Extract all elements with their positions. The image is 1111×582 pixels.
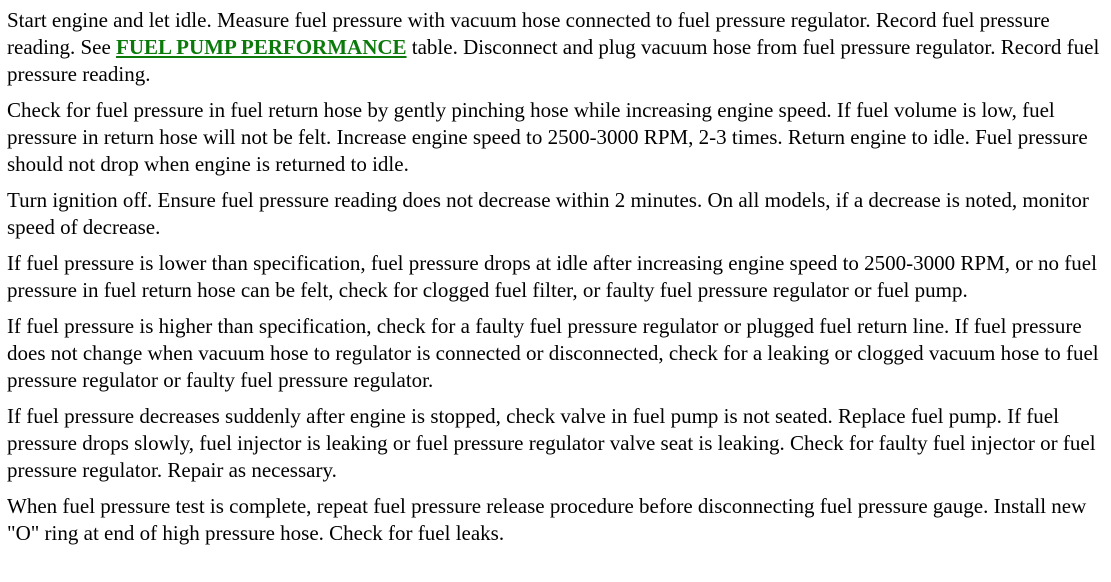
document-body: Start engine and let idle. Measure fuel … <box>7 7 1107 545</box>
paragraph-7: When fuel pressure test is complete, rep… <box>7 494 1087 545</box>
paragraph-2: Check for fuel pressure in fuel return h… <box>7 98 1088 176</box>
paragraph-5: If fuel pressure is higher than specific… <box>7 314 1099 392</box>
paragraph-1-after: table. Disconnect and plug vacuum hose f… <box>7 35 1100 86</box>
paragraph-1-before: Start engine and let idle. Measure fuel … <box>7 8 1050 59</box>
fuel-pump-performance-link[interactable]: FUEL PUMP PERFORMANCE <box>116 35 407 59</box>
paragraph-6: If fuel pressure decreases suddenly afte… <box>7 404 1096 482</box>
paragraph-1: Start engine and let idle. Measure fuel … <box>7 7 1107 88</box>
paragraph-3: Turn ignition off. Ensure fuel pressure … <box>7 188 1089 239</box>
paragraph-4: If fuel pressure is lower than specifica… <box>7 251 1097 302</box>
